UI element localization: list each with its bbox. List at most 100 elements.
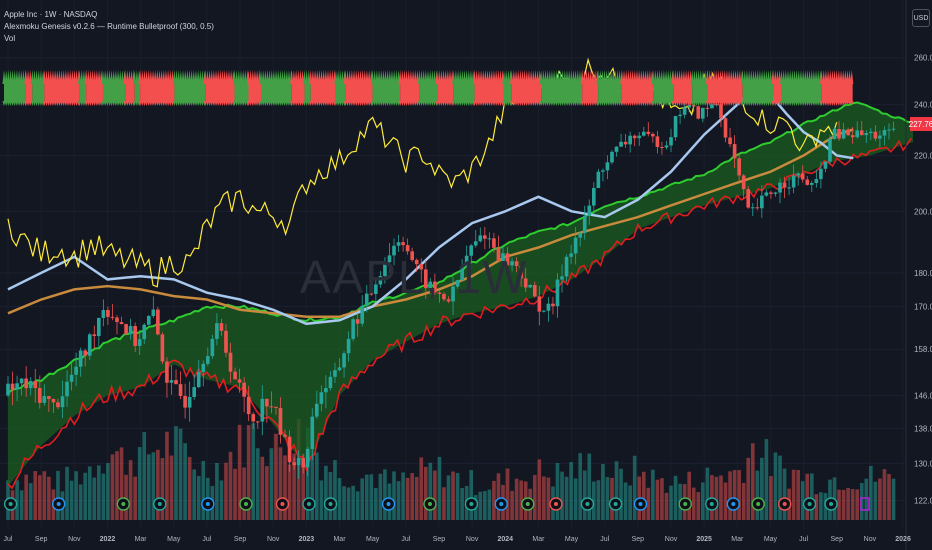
signal-spike xyxy=(6,101,10,106)
event-marker-dot xyxy=(829,502,834,506)
signal-spike xyxy=(363,70,367,84)
signal-spike xyxy=(2,70,6,84)
volume-bar xyxy=(537,459,542,520)
signal-spike xyxy=(655,70,660,84)
candle-body xyxy=(24,378,28,389)
signal-spike xyxy=(462,70,467,84)
signal-segment xyxy=(125,84,135,101)
signal-spike xyxy=(361,70,365,84)
signal-spike xyxy=(810,70,814,84)
signal-spike xyxy=(718,101,723,106)
signal-spike xyxy=(668,101,672,106)
signal-spike xyxy=(430,101,434,106)
volume-bar xyxy=(378,473,383,520)
event-marker-dot xyxy=(499,502,504,506)
signal-spike xyxy=(39,70,43,84)
signal-spike xyxy=(370,70,375,84)
candle-body xyxy=(719,104,723,119)
signal-spike xyxy=(53,101,57,106)
signal-spike xyxy=(653,70,657,84)
signal-spike xyxy=(516,101,520,106)
candle-body xyxy=(596,171,601,189)
candle-body xyxy=(364,293,369,306)
signal-spike xyxy=(657,70,662,84)
signal-spike xyxy=(822,101,826,106)
volume-bar xyxy=(287,464,292,520)
candle-body xyxy=(510,261,514,266)
signal-spike xyxy=(261,70,265,84)
x-tick-label: Jul xyxy=(4,536,13,543)
signal-spike xyxy=(563,101,567,106)
volume-bar xyxy=(809,473,814,520)
signal-segment xyxy=(821,84,853,101)
candle-body xyxy=(142,324,147,340)
signal-spike xyxy=(417,101,421,106)
candle-body xyxy=(106,310,110,317)
currency-button[interactable]: USD xyxy=(912,9,930,27)
signal-segment xyxy=(79,84,87,101)
signal-spike xyxy=(168,70,172,84)
signal-spike xyxy=(820,70,824,84)
signal-spike xyxy=(214,70,218,84)
volume-bar xyxy=(219,480,224,520)
candle-body xyxy=(310,416,315,449)
signal-spike xyxy=(47,101,51,106)
candle-body xyxy=(791,175,796,188)
signal-spike xyxy=(390,101,394,106)
signal-spike xyxy=(185,101,189,106)
candle-body xyxy=(641,131,646,136)
candle-body xyxy=(423,269,428,289)
candle-body xyxy=(610,151,614,163)
signal-spike xyxy=(760,70,764,84)
signal-spike xyxy=(309,70,313,84)
signal-spike xyxy=(620,101,624,106)
candle-body xyxy=(787,187,791,189)
signal-spike xyxy=(637,101,641,106)
candle-body xyxy=(492,238,496,248)
signal-spike xyxy=(13,101,17,106)
signal-spike xyxy=(315,70,319,84)
signal-spike xyxy=(465,101,469,106)
signal-spike xyxy=(490,70,494,84)
symbol-title[interactable]: Apple Inc · 1W · NASDAQ xyxy=(4,10,98,19)
signal-segment xyxy=(25,84,33,101)
signal-spike xyxy=(758,70,762,84)
candle-body xyxy=(346,338,351,354)
event-marker-dot xyxy=(683,502,688,506)
x-tick-label: Nov xyxy=(68,536,81,543)
candle-body xyxy=(660,146,664,148)
signal-spike xyxy=(253,101,257,106)
signal-spike xyxy=(552,70,556,84)
signal-spike xyxy=(747,101,751,106)
signal-spike xyxy=(741,70,745,84)
volume-bar xyxy=(687,471,692,520)
signal-spike xyxy=(309,101,313,106)
signal-segment xyxy=(453,84,475,101)
volume-bar xyxy=(314,452,319,520)
indicator-title[interactable]: Alexmoku Genesis v0.2.6 — Runtime Bullet… xyxy=(4,22,214,31)
signal-spike xyxy=(239,70,243,84)
candle-body xyxy=(605,162,610,171)
x-tick-label: Mar xyxy=(731,536,744,543)
signal-spike xyxy=(280,70,285,84)
signal-spike xyxy=(766,70,771,84)
y-tick-label: 158.00 xyxy=(914,345,932,354)
last-price-badge: 227.76 xyxy=(909,117,932,131)
signal-spike xyxy=(561,70,565,84)
signal-spike xyxy=(370,101,375,106)
event-marker-dot xyxy=(756,502,761,506)
candle-body xyxy=(401,242,405,246)
candle-body xyxy=(119,322,124,325)
signal-spike xyxy=(684,101,688,106)
cloud-fill xyxy=(8,102,913,487)
signal-spike xyxy=(64,70,68,84)
signal-spike xyxy=(336,101,340,106)
signal-spike xyxy=(790,70,794,84)
candle-body xyxy=(578,232,583,238)
candle-body xyxy=(174,380,178,385)
signal-spike xyxy=(35,101,39,106)
signal-segment xyxy=(582,84,599,101)
signal-spike xyxy=(718,70,723,84)
volume-title[interactable]: Vol xyxy=(4,34,16,43)
